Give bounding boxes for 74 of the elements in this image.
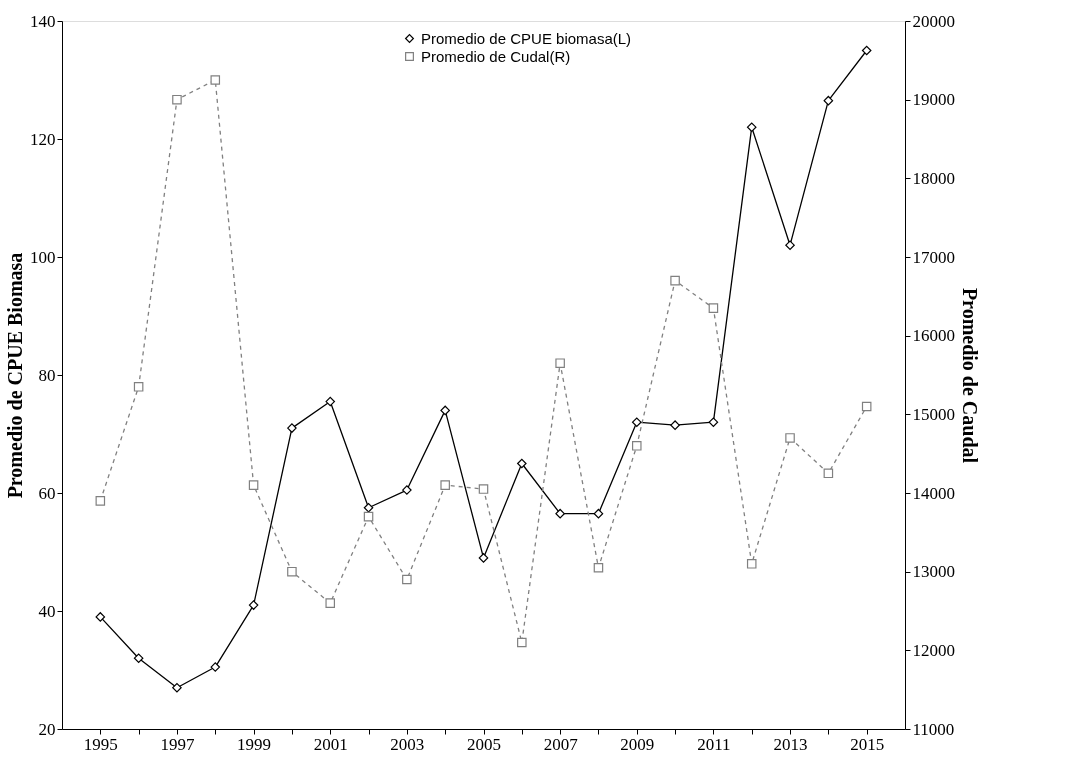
point xyxy=(210,75,221,85)
legend-label: Promedio de Cudal(R) xyxy=(421,47,571,65)
point xyxy=(593,562,604,573)
x-tick-label: 2011 xyxy=(697,734,731,754)
point xyxy=(670,420,680,430)
y2-tick-label: 19000 xyxy=(912,90,955,110)
point xyxy=(517,637,527,648)
x-tick-label: 2005 xyxy=(467,734,501,754)
x-tick-label: 2003 xyxy=(390,734,425,754)
point xyxy=(746,122,757,132)
x-tick-label: 1995 xyxy=(83,734,118,754)
point xyxy=(555,358,565,368)
point xyxy=(402,485,412,495)
x-tick-label: 2001 xyxy=(313,734,348,754)
point xyxy=(363,511,374,522)
point xyxy=(631,441,642,451)
point xyxy=(95,612,106,622)
y2-tick-label: 16000 xyxy=(912,326,955,346)
y-tick-label: 120 xyxy=(30,129,56,149)
y2-tick-label: 14000 xyxy=(912,483,955,503)
point xyxy=(248,480,259,490)
point xyxy=(478,484,489,494)
point xyxy=(363,502,374,513)
point xyxy=(95,496,106,506)
point xyxy=(287,423,297,433)
y2-tick-label: 20000 xyxy=(912,11,955,31)
point xyxy=(478,553,489,563)
point xyxy=(746,559,757,569)
y-tick-label: 80 xyxy=(38,365,56,385)
point xyxy=(440,480,450,490)
x-tick-label: 2007 xyxy=(543,734,579,754)
x-tick-label: 2013 xyxy=(773,734,808,754)
y-tick-label: 40 xyxy=(38,601,56,621)
y2-tick-label: 15000 xyxy=(912,404,955,424)
point xyxy=(670,275,680,286)
point xyxy=(172,682,182,693)
point xyxy=(593,508,604,519)
point xyxy=(785,433,795,443)
point xyxy=(325,396,336,407)
y2-tick-label: 18000 xyxy=(912,168,955,188)
y2-tick-label: 17000 xyxy=(912,247,955,267)
point xyxy=(823,95,834,106)
y2-tick-label: 11000 xyxy=(912,719,955,739)
point xyxy=(785,240,795,250)
y2-tick-label: 12000 xyxy=(912,640,955,660)
point xyxy=(325,598,336,608)
y2-axis-title: Promedio de Caudal xyxy=(959,287,981,464)
point xyxy=(631,417,642,427)
legend-label: Promedio de CPUE biomasa(L) xyxy=(421,29,632,47)
point xyxy=(861,401,872,412)
point xyxy=(861,45,872,56)
point xyxy=(248,600,259,610)
point xyxy=(555,508,565,519)
point xyxy=(133,653,144,663)
point xyxy=(287,566,297,577)
x-tick-label: 2015 xyxy=(850,734,885,754)
point xyxy=(133,382,144,392)
x-tick-label: 1999 xyxy=(237,734,272,754)
y-tick-label: 20 xyxy=(38,719,56,739)
x-tick-label: 2009 xyxy=(620,734,655,754)
y2-tick-label: 13000 xyxy=(912,562,955,582)
y-tick-label: 100 xyxy=(30,247,56,267)
point xyxy=(172,94,182,105)
y-tick-label: 140 xyxy=(30,11,56,31)
y-axis-title: Promedio de CPUE Biomasa xyxy=(4,252,26,499)
point xyxy=(708,303,719,313)
point xyxy=(402,574,412,585)
point xyxy=(823,468,834,479)
point xyxy=(708,417,719,427)
point xyxy=(517,458,527,469)
x-tick-label: 1997 xyxy=(160,734,195,754)
y-tick-label: 60 xyxy=(38,483,56,503)
point xyxy=(440,405,450,416)
point xyxy=(210,662,221,672)
